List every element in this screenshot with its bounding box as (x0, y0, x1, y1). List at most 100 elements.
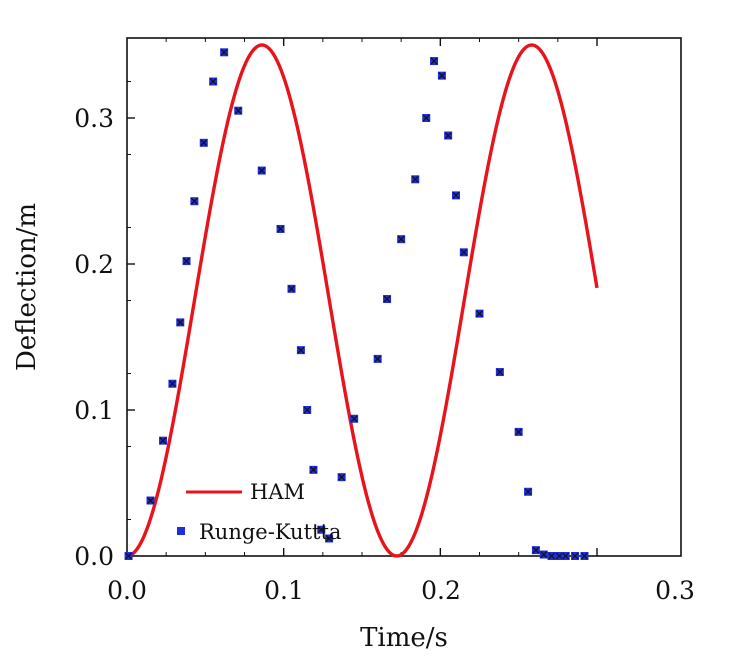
rk-data-point (531, 546, 540, 555)
rk-data-point (373, 354, 382, 363)
rk-marker-cross (125, 552, 132, 560)
rk-marker-cross (555, 552, 563, 560)
rk-data-point (452, 191, 461, 200)
rk-marker-cross (325, 535, 333, 542)
rk-marker-cross (444, 132, 452, 139)
rk-data-point (317, 525, 326, 534)
rk-data-point (234, 106, 243, 115)
rk-marker-cross (460, 248, 468, 256)
rk-data-point (459, 248, 468, 257)
rk-data-point (146, 496, 155, 505)
legend-label-runge-kutta: Runge-Kuttta (199, 520, 341, 544)
rk-marker-cross (159, 437, 167, 445)
rk-marker-cross (297, 346, 305, 354)
rk-marker-cross (200, 139, 208, 147)
rk-marker-cross (496, 368, 504, 376)
rk-data-point (430, 57, 439, 66)
rk-data-point (547, 552, 556, 560)
rk-data-point (514, 427, 523, 436)
rk-marker-cross (209, 78, 217, 85)
rk-data-point (571, 552, 580, 560)
series-layer (124, 43, 599, 560)
rk-data-point (287, 284, 296, 293)
rk-marker-cross (176, 318, 184, 326)
rk-marker-cross (190, 197, 198, 205)
rk-marker-cross (397, 235, 405, 243)
rk-data-point (495, 368, 504, 377)
rk-data-point (257, 166, 266, 175)
rk-data-point (437, 71, 446, 80)
rk-data-point (383, 295, 392, 304)
rk-marker-cross (438, 72, 446, 80)
x-tick-label-1: 0.1 (264, 576, 304, 605)
x-tick-label-3: 0.3 (655, 576, 695, 605)
rk-marker-cross (350, 415, 358, 423)
plot-frame (126, 37, 682, 557)
rk-marker-cross (220, 48, 228, 56)
rk-marker-cross (524, 488, 532, 496)
rk-marker-cross (277, 225, 284, 233)
rk-data-point (296, 346, 305, 355)
rk-marker-cross (383, 295, 391, 303)
rk-data-point (276, 224, 285, 233)
major-ticks (127, 38, 598, 556)
rk-data-point (555, 552, 564, 560)
rk-marker-cross (422, 114, 430, 122)
y-tick-label-2: 0.2 (74, 250, 114, 279)
rk-marker-cross (338, 473, 346, 481)
rk-marker-cross (411, 175, 419, 183)
rk-marker-cross (147, 497, 154, 504)
rk-marker-cross (476, 310, 483, 318)
rk-data-point (524, 487, 533, 496)
x-tick-label-2: 0.2 (421, 576, 461, 605)
rk-data-point (475, 309, 484, 318)
rk-marker-cross (532, 546, 540, 554)
y-tick-label-1: 0.1 (74, 396, 114, 425)
rk-marker-cross (571, 552, 579, 560)
y-tick-label-0: 0.0 (74, 542, 114, 571)
rk-marker-cross (317, 526, 325, 534)
rk-data-point (199, 138, 208, 147)
rk-data-point (159, 436, 168, 445)
rk-data-point (325, 534, 334, 543)
x-tick-label-0: 0.0 (107, 576, 147, 605)
legend-marker-swatch (177, 527, 185, 535)
series-ham-line (126, 43, 599, 558)
rk-data-point (209, 77, 218, 86)
rk-marker-cross (374, 355, 382, 363)
rk-marker-cross (288, 285, 295, 293)
legend: HAM Runge-Kuttta (177, 480, 341, 544)
y-tick-label-3: 0.3 (74, 104, 114, 133)
rk-marker-cross (303, 406, 311, 414)
rk-data-point (303, 406, 312, 414)
rk-marker-cross (258, 167, 266, 174)
rk-data-point (124, 552, 133, 560)
x-axis-title: Time/s (360, 623, 448, 653)
rk-data-point (580, 552, 589, 560)
rk-data-point (411, 175, 420, 184)
rk-marker-cross (430, 57, 438, 65)
y-tick-labels: 0.0 0.1 0.2 0.3 (74, 104, 114, 571)
rk-data-point (168, 379, 177, 388)
rk-marker-cross (581, 552, 588, 560)
rk-data-point (337, 473, 346, 482)
rk-marker-cross (169, 380, 176, 388)
rk-data-point (539, 550, 548, 559)
rk-marker-cross (515, 428, 523, 436)
rk-marker-cross (548, 552, 556, 560)
rk-marker-cross (234, 107, 242, 115)
rk-data-point (561, 552, 570, 560)
rk-data-point (182, 257, 191, 266)
rk-marker-cross (452, 191, 460, 199)
rk-data-point (190, 197, 199, 206)
rk-marker-cross (183, 257, 190, 265)
rk-data-point (397, 235, 406, 244)
y-axis-title: Deflection/m (12, 203, 42, 371)
rk-marker-cross (310, 466, 317, 474)
x-tick-labels: 0.0 0.1 0.2 0.3 (107, 576, 695, 605)
rk-marker-cross (562, 552, 570, 560)
rk-data-point (422, 114, 431, 122)
rk-data-point (350, 414, 359, 423)
rk-marker-cross (540, 551, 548, 558)
